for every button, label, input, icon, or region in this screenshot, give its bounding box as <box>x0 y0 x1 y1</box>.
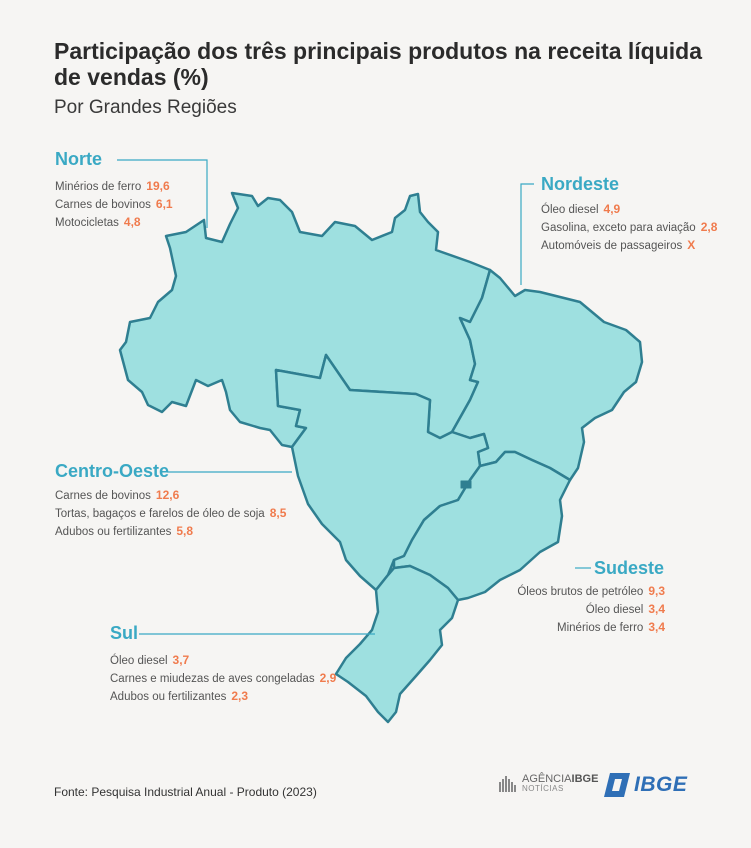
ibge-logo: IBGE <box>604 773 687 797</box>
ibge-logo-icon <box>604 773 630 797</box>
distrito-federal-shape <box>460 480 472 489</box>
norte-leader-line <box>117 159 208 228</box>
nordeste-leader-line <box>520 183 534 285</box>
region-items-centro-oeste: Carnes de bovinos 12,6 Tortas, bagaços e … <box>55 486 286 540</box>
list-item: Minérios de ferro 19,6 <box>55 179 170 193</box>
list-item: Automóveis de passageiros X <box>541 238 696 252</box>
region-items-sudeste: Óleos brutos de petróleo 9,3 Óleo diesel 3… <box>517 582 665 636</box>
list-item: Tortas, bagaços e farelos de óleo de soj… <box>55 506 287 520</box>
list-item: Minérios de ferro 3,4 <box>557 620 665 634</box>
region-items-norte: Minérios de ferro 19,6 Carnes de bovinos 6… <box>55 177 173 231</box>
list-item: Óleo diesel 4,9 <box>541 202 621 216</box>
chart-subtitle: Por Grandes Regiões <box>54 97 237 118</box>
region-sul-shape <box>334 564 460 724</box>
list-item: Carnes de bovinos 12,6 <box>55 488 180 502</box>
source-note: Fonte: Pesquisa Industrial Anual - Produ… <box>54 785 317 799</box>
region-items-sul: Óleo diesel 3,7 Carnes e miudezas de aves… <box>110 651 336 705</box>
region-label-centro-oeste: Centro-Oeste <box>55 461 170 481</box>
agencia-ibge-logo: AGÊNCIAIBGE NOTÍCIAS <box>498 774 598 794</box>
region-items-nordeste: Óleo diesel 4,9 Gasolina, exceto para avi… <box>541 200 717 254</box>
list-item: Carnes e miudezas de aves congeladas 2,9 <box>110 671 337 685</box>
list-item: Óleos brutos de petróleo 9,3 <box>517 584 665 598</box>
list-item: Carnes de bovinos 6,1 <box>55 197 173 211</box>
list-item: Adubos ou fertilizantes 5,8 <box>55 524 194 538</box>
region-label-sudeste: Sudeste <box>594 558 665 578</box>
region-label-sul: Sul <box>110 623 139 643</box>
list-item: Motocicletas 4,8 <box>55 215 141 229</box>
region-label-nordeste: Nordeste <box>541 174 620 194</box>
list-item: Óleo diesel 3,7 <box>110 653 190 667</box>
region-sudeste-shape <box>392 450 572 602</box>
list-item: Gasolina, exceto para aviação 2,8 <box>541 220 718 234</box>
list-item: Adubos ou fertilizantes 2,3 <box>110 689 249 703</box>
chart-title: Participação dos três principais produto… <box>54 38 703 90</box>
agencia-logo-icon <box>499 776 516 792</box>
list-item: Óleo diesel 3,4 <box>585 602 665 616</box>
region-label-norte: Norte <box>55 149 103 169</box>
